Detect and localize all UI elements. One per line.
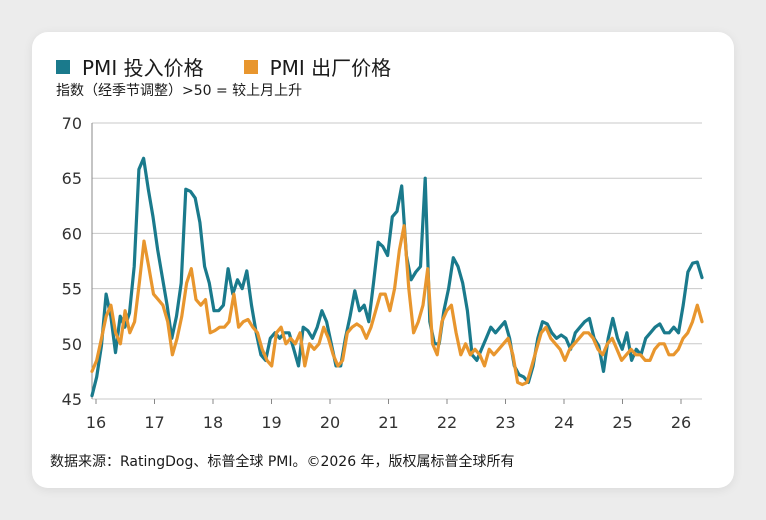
source-footer: 数据来源：RatingDog、标普全球 PMI。©2026 年，版权属标普全球所…	[50, 454, 515, 470]
x-tick-label: 24	[554, 413, 574, 432]
legend-label-output-price: PMI 出厂价格	[269, 56, 392, 80]
x-tick-label: 26	[671, 413, 691, 432]
chart-subtitle: 指数（经季节调整）>50 = 较上月上升	[56, 83, 303, 99]
series-line-output-price	[90, 224, 704, 387]
y-tick-label: 65	[62, 169, 82, 188]
x-tick-label: 20	[320, 413, 340, 432]
legend: PMI 投入价格 PMI 出厂价格	[56, 52, 391, 81]
x-tick-label: 25	[612, 413, 632, 432]
legend-item-input-price: PMI 投入价格	[56, 52, 204, 81]
x-tick-label: 16	[86, 413, 106, 432]
chart-card: PMI 投入价格 PMI 出厂价格 指数（经季节调整）>50 = 较上月上升 4…	[32, 32, 734, 488]
legend-item-output-price: PMI 出厂价格	[243, 52, 392, 81]
y-tick-label: 70	[62, 114, 82, 133]
y-tick-label: 55	[62, 280, 82, 299]
x-tick-label: 22	[437, 413, 457, 432]
x-tick-label: 23	[495, 413, 515, 432]
y-tick-label: 50	[62, 335, 82, 354]
legend-swatch-input-price	[56, 59, 70, 74]
x-tick-label: 21	[378, 413, 398, 432]
x-tick-label: 18	[203, 413, 223, 432]
y-tick-label: 45	[62, 390, 82, 409]
line-chart: 45 50 55 60 65 70 16 17 18 19 20 21 22 23 24 25 26	[62, 114, 704, 432]
legend-swatch-output-price	[243, 59, 258, 74]
y-tick-label: 60	[62, 224, 82, 243]
x-tick-label: 17	[144, 413, 164, 432]
x-tick-label: 19	[261, 413, 281, 432]
legend-label-input-price: PMI 投入价格	[82, 56, 204, 80]
